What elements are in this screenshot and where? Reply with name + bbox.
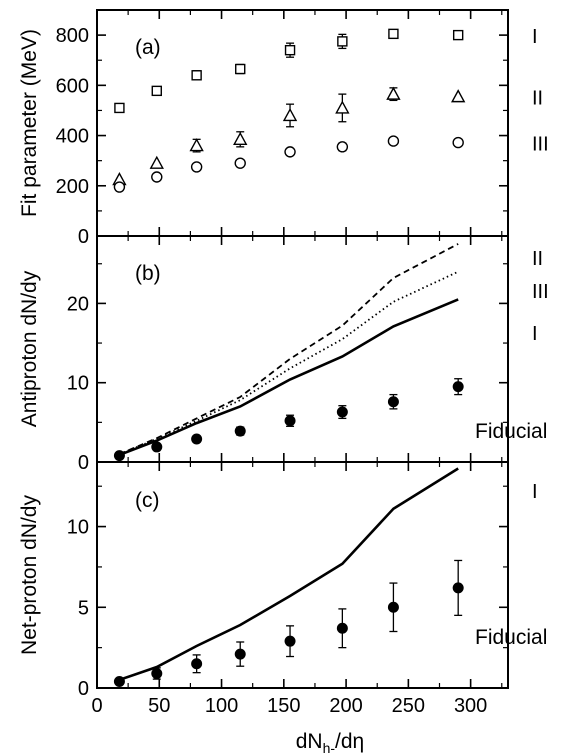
y-tick-label-b: 10 xyxy=(67,373,89,395)
point-a-ii xyxy=(282,108,298,122)
point-a-i xyxy=(388,28,399,40)
point-a-iii xyxy=(151,171,163,183)
x-tick-label: 150 xyxy=(267,695,300,717)
x-tick-label: 200 xyxy=(329,695,362,717)
point-a-ii xyxy=(335,100,350,114)
x-tick-label: 300 xyxy=(454,695,487,717)
point-a-i xyxy=(235,63,246,75)
axis-ticks xyxy=(96,10,508,689)
point-c-fiducial xyxy=(151,667,163,679)
series-label-b-ii: II xyxy=(532,248,543,270)
point-c-fiducial xyxy=(387,601,399,613)
y-tick-label-a: 200 xyxy=(56,176,89,198)
point-a-iii xyxy=(234,157,246,169)
point-a-ii xyxy=(149,155,164,169)
y-tick-label-a: 600 xyxy=(56,75,89,97)
point-b-fiducial xyxy=(113,450,125,462)
point-b-fiducial xyxy=(336,406,348,418)
fiducial-label-c: Fiducial xyxy=(475,626,547,649)
series-label-b-i: I xyxy=(532,323,538,345)
point-a-i xyxy=(452,29,464,41)
point-a-iii xyxy=(452,136,464,149)
point-a-i xyxy=(114,102,125,114)
point-c-fiducial xyxy=(336,622,348,634)
y-tick-label-c: 5 xyxy=(78,597,89,619)
point-c-fiducial xyxy=(452,582,464,594)
x-tick-label: 100 xyxy=(205,695,238,717)
line-b-series-ii xyxy=(119,243,459,455)
x-tick-label: 250 xyxy=(392,695,425,717)
y-tick-label-a: 400 xyxy=(56,126,89,148)
y-tick-label-a: 800 xyxy=(56,25,89,47)
point-a-iii xyxy=(336,141,349,153)
point-b-fiducial xyxy=(151,441,163,453)
point-b-fiducial xyxy=(234,425,246,437)
point-b-fiducial xyxy=(387,396,399,408)
point-a-iii xyxy=(190,161,203,173)
x-axis-label: dNh-/dη xyxy=(296,730,365,755)
series-label-a-i: I xyxy=(532,26,538,48)
point-a-ii xyxy=(233,131,248,146)
point-c-fiducial xyxy=(191,658,203,670)
panel-label-c: (c) xyxy=(135,489,160,512)
point-a-i xyxy=(337,36,348,47)
point-a-i xyxy=(284,44,296,56)
y-tick-label-b: 0 xyxy=(78,452,89,474)
point-c-fiducial xyxy=(234,648,246,660)
point-a-ii xyxy=(386,86,401,100)
point-a-i xyxy=(191,70,202,81)
point-b-fiducial xyxy=(452,381,464,393)
y-axis-label-c: Net-proton dN/dy xyxy=(18,495,41,655)
panel-label-b: (b) xyxy=(135,262,161,285)
point-a-i xyxy=(151,85,162,97)
point-b-fiducial xyxy=(284,415,296,427)
series-label-c-i: I xyxy=(532,481,538,503)
series-label-b-iii: III xyxy=(532,281,549,303)
point-c-fiducial xyxy=(284,635,296,647)
series-label-a-ii: II xyxy=(532,88,543,110)
point-b-fiducial xyxy=(191,433,203,445)
fiducial-label-b: Fiducial xyxy=(475,420,547,443)
y-axis-label-a: Fit parameter (MeV) xyxy=(18,29,41,217)
y-axis-label-b: Antiproton dN/dy xyxy=(18,270,41,427)
x-tick-label: 50 xyxy=(148,695,170,717)
y-tick-label-c: 0 xyxy=(78,678,89,700)
series-label-a-iii: III xyxy=(532,134,549,156)
point-c-fiducial xyxy=(113,676,125,688)
point-a-iii xyxy=(387,135,400,147)
y-tick-label-b: 20 xyxy=(67,293,89,315)
panel-label-a: (a) xyxy=(135,36,161,59)
x-tick-label: 0 xyxy=(91,695,102,717)
y-tick-label-c: 10 xyxy=(67,517,89,539)
point-a-ii xyxy=(451,89,466,103)
line-b-series-i xyxy=(118,298,459,457)
line-c-series-i xyxy=(118,467,459,682)
point-a-ii xyxy=(189,138,204,152)
point-a-iii xyxy=(284,146,296,158)
y-tick-label-a: 0 xyxy=(78,226,89,248)
chart-marks xyxy=(112,28,466,688)
panel-c-frame xyxy=(96,461,509,689)
point-a-iii xyxy=(113,181,126,193)
